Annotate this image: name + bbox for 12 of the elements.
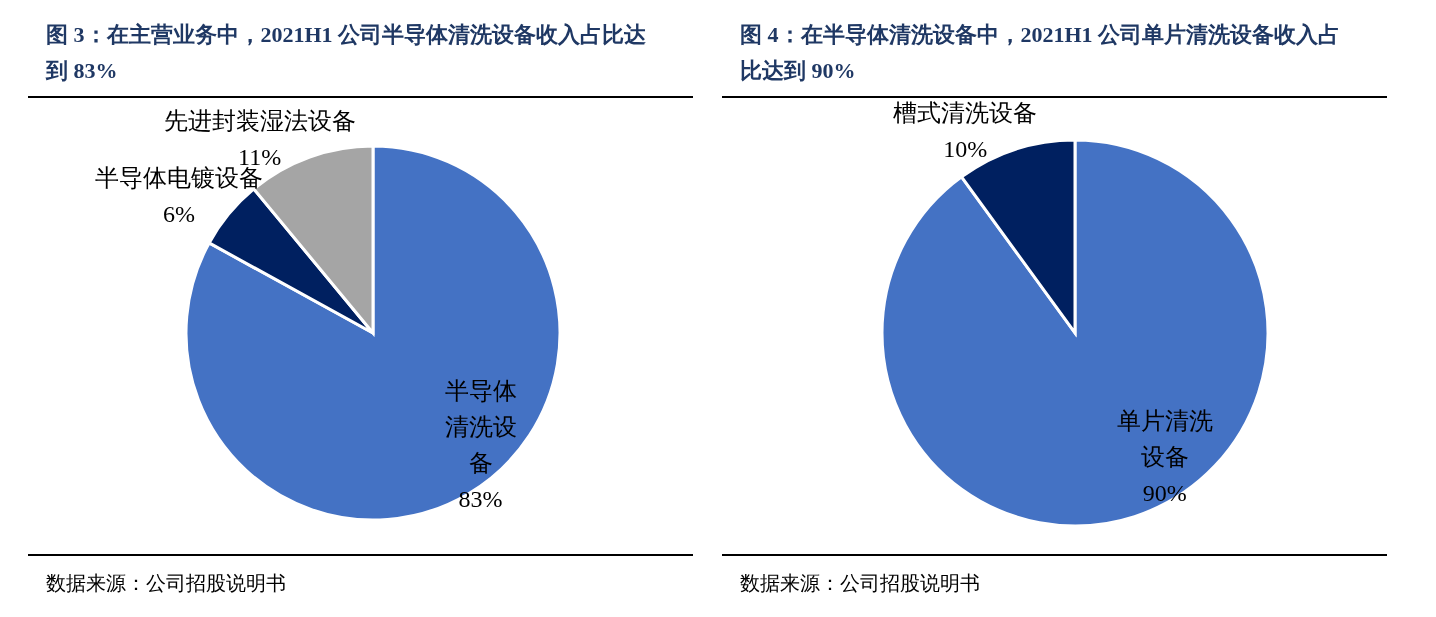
chart-title: 图 4：在半导体清洗设备中，2021H1 公司单片清洗设备收入占比达到 90% xyxy=(740,22,1341,83)
source-note: 数据来源：公司招股说明书 xyxy=(46,572,286,594)
data-label: 10% xyxy=(943,136,988,163)
source-note: 数据来源：公司招股说明书 xyxy=(740,572,980,594)
slice-label: 单片清洗设备 xyxy=(1116,407,1213,470)
slice-label: 先进封装湿法设备 xyxy=(163,108,356,135)
data-label: 6% xyxy=(162,200,195,227)
data-label: 90% xyxy=(1142,479,1187,506)
data-label: 83% xyxy=(458,486,503,513)
slice-label: 半导体清洗设备 xyxy=(444,378,517,477)
chart-title: 图 3：在主营业务中，2021H1 公司半导体清洗设备收入占比达到 83% xyxy=(45,22,647,83)
slice-label: 槽式清洗设备 xyxy=(893,100,1038,127)
